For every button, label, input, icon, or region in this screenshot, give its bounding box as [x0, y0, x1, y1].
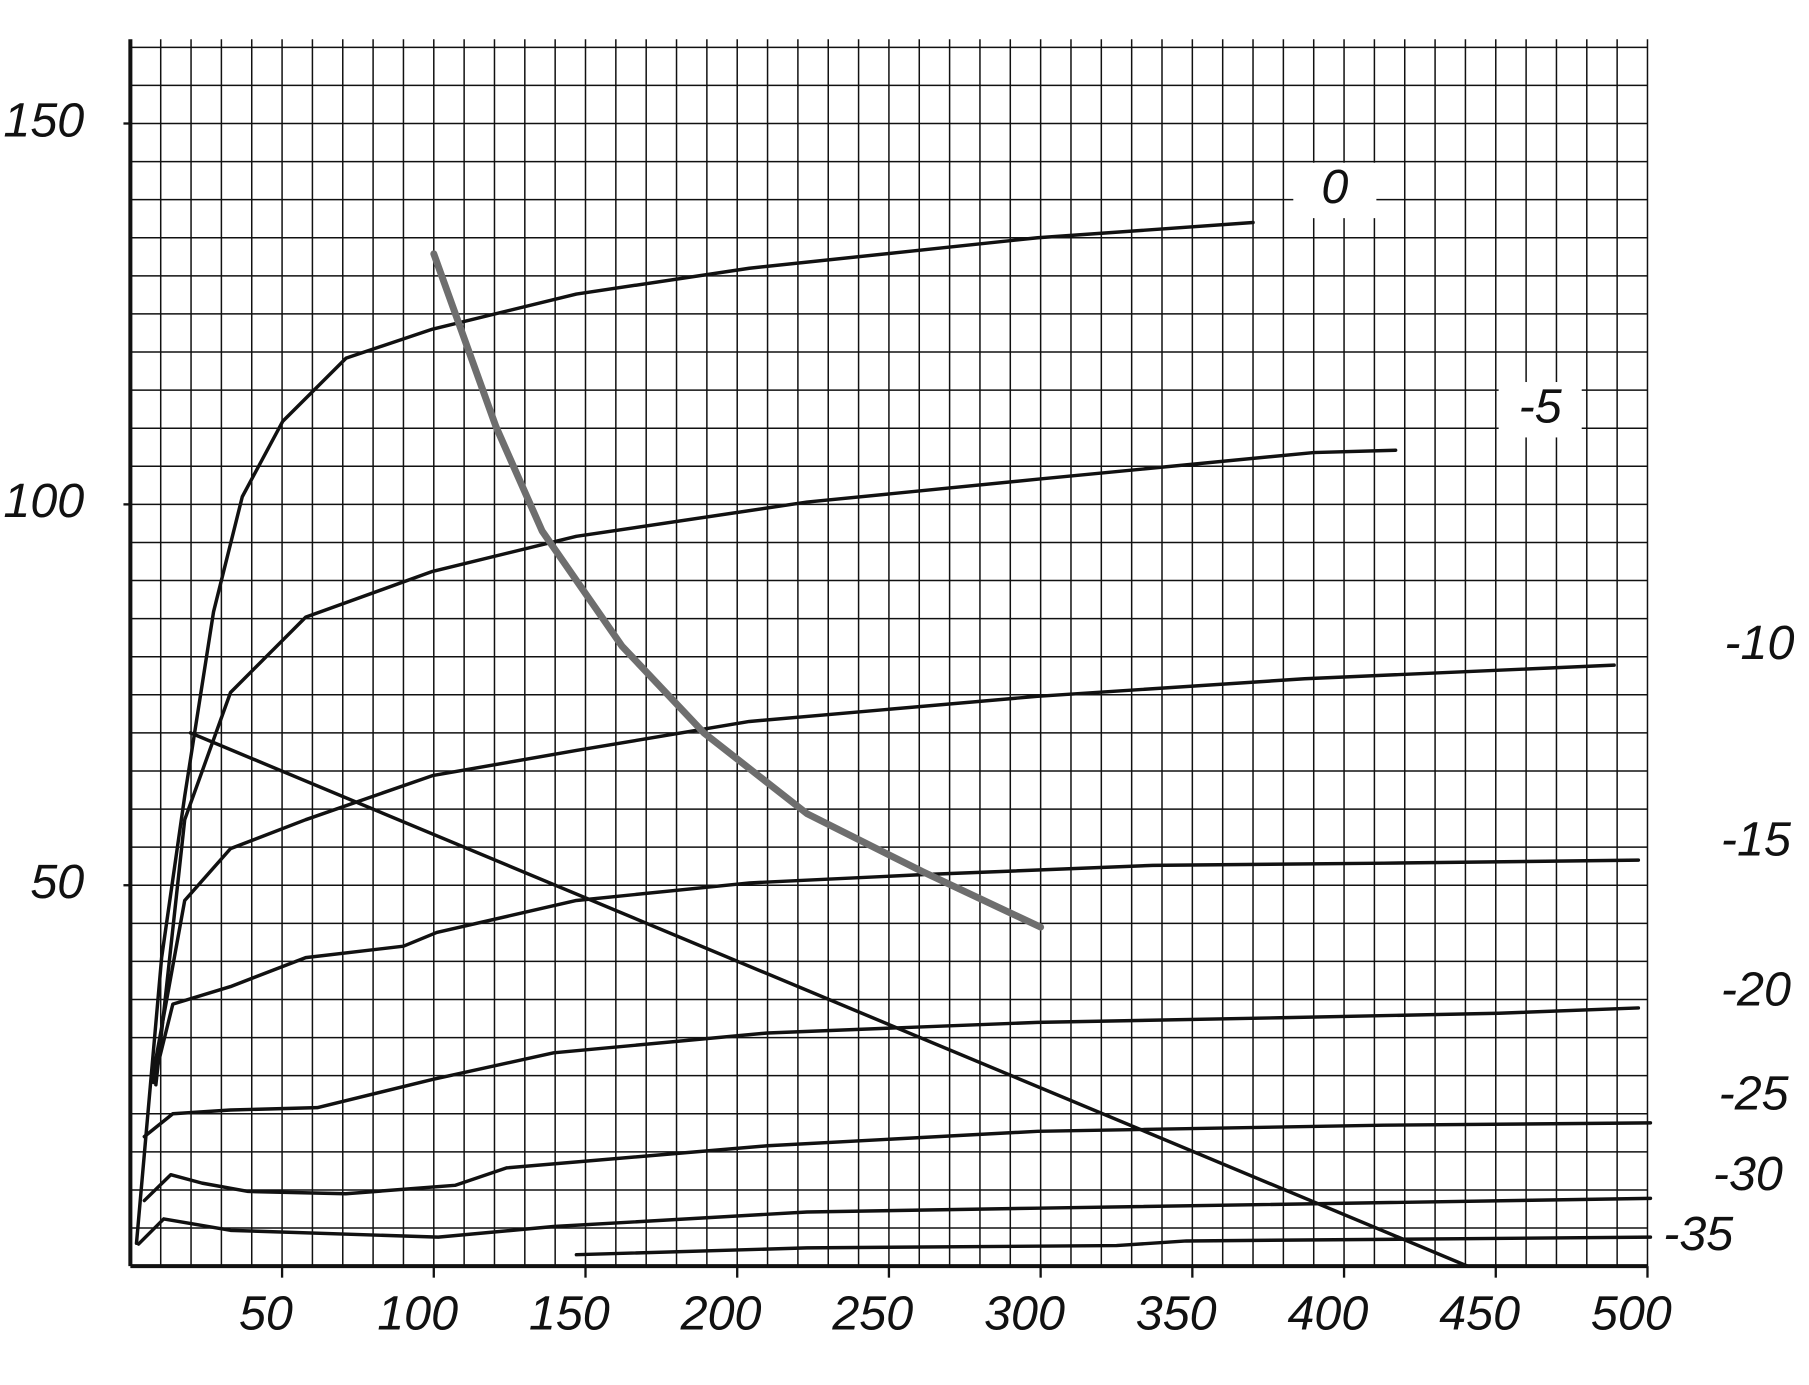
curve [134, 220, 1255, 1245]
label-background [1712, 1068, 1796, 1125]
label-background [1656, 1209, 1740, 1265]
series-label: -35 [1663, 1207, 1734, 1261]
curve [430, 250, 1045, 931]
label-background [1714, 814, 1798, 871]
curve [574, 1235, 1653, 1257]
x-tick-label: 250 [831, 1287, 913, 1341]
series-label: -20 [1721, 962, 1791, 1016]
y-tick-label: 50 [30, 855, 84, 909]
series-label: -25 [1719, 1066, 1790, 1120]
y-tick-label: 100 [3, 474, 84, 528]
x-tick-label: 500 [1591, 1287, 1672, 1341]
x-tick-label: 150 [529, 1287, 610, 1341]
x-tick-label: 50 [239, 1287, 293, 1341]
label-background [1714, 964, 1798, 1021]
series-label: 0 [1321, 160, 1348, 214]
curve [150, 663, 1616, 1082]
series-label: -30 [1713, 1147, 1783, 1201]
x-tick-label: 450 [1439, 1287, 1520, 1341]
x-tick-label: 350 [1136, 1287, 1217, 1341]
x-tick-label: 300 [984, 1287, 1065, 1341]
x-tick-label: 200 [680, 1287, 762, 1341]
label-background [1498, 382, 1582, 438]
label-background [1717, 618, 1801, 675]
x-tick-label: 400 [1287, 1287, 1368, 1341]
series-label: -15 [1721, 812, 1792, 866]
curve [154, 448, 1398, 1087]
label-background [1293, 162, 1377, 219]
curve [188, 731, 1470, 1268]
curve [151, 858, 1641, 1085]
curve [142, 1006, 1641, 1139]
series-label: -5 [1519, 380, 1563, 434]
label-background [1706, 1149, 1790, 1205]
curve [136, 1196, 1653, 1246]
curve [142, 1121, 1653, 1203]
series-label: -10 [1724, 616, 1794, 670]
y-tick-label: 150 [3, 93, 84, 147]
x-tick-label: 100 [377, 1287, 458, 1341]
